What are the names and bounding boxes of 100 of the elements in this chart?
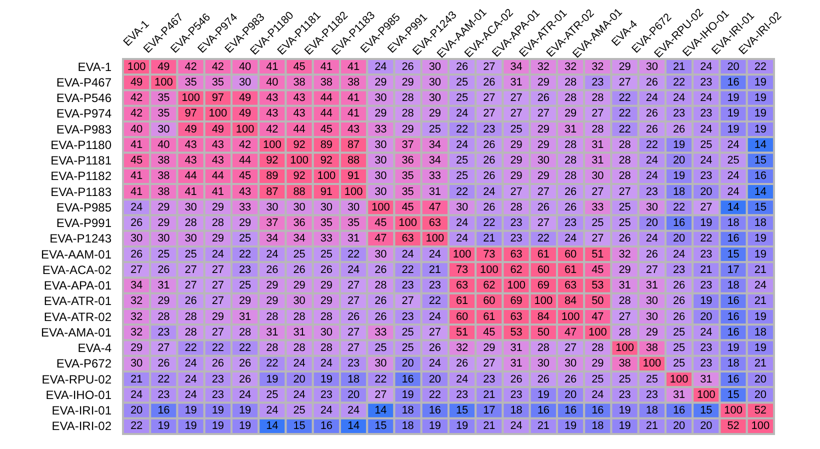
data-label: 33: [320, 232, 333, 245]
data-label: 23: [320, 388, 333, 401]
data-label: 22: [374, 373, 387, 386]
data-label: 38: [158, 170, 170, 182]
data-label: 28: [618, 295, 631, 308]
data-label: 37: [266, 217, 278, 230]
y-tick-label: EVA-P1180: [50, 138, 112, 152]
data-label: 26: [483, 201, 496, 214]
data-label: 18: [510, 404, 522, 417]
data-label: 38: [158, 186, 170, 198]
data-label: 16: [754, 170, 767, 182]
data-label: 100: [398, 217, 417, 230]
data-label: 22: [347, 248, 360, 260]
data-label: 24: [646, 232, 658, 245]
data-label: 31: [672, 388, 686, 401]
data-label: 100: [317, 170, 336, 182]
data-label: 49: [238, 108, 252, 120]
data-label: 21: [754, 264, 767, 276]
data-label: 38: [158, 154, 170, 167]
data-label: 43: [184, 138, 197, 151]
data-label: 29: [320, 280, 333, 292]
data-label: 22: [672, 201, 686, 214]
data-label: 26: [238, 373, 252, 386]
data-label: 43: [293, 92, 306, 104]
data-label: 63: [402, 232, 414, 245]
data-label: 19: [184, 420, 197, 432]
data-label: 33: [374, 326, 387, 338]
data-label: 25: [428, 123, 442, 136]
data-label: 22: [646, 138, 658, 151]
data-label: 22: [402, 264, 414, 276]
data-label: 30: [646, 310, 658, 323]
data-label: 25: [266, 388, 278, 401]
data-label: 26: [672, 123, 686, 136]
data-label: 45: [130, 154, 143, 167]
data-label: 30: [537, 358, 550, 370]
data-label: 100: [751, 420, 770, 432]
data-label: 29: [212, 232, 224, 245]
data-label: 26: [130, 248, 143, 260]
data-label: 47: [592, 310, 604, 323]
data-label: 15: [727, 248, 740, 260]
data-label: 24: [212, 248, 224, 260]
y-tick-label: EVA-AMA-01: [41, 325, 112, 340]
data-label: 24: [700, 92, 712, 104]
data-label: 19: [700, 295, 712, 308]
data-label: 27: [700, 201, 712, 214]
data-label: 28: [212, 217, 224, 230]
data-label: 24: [428, 310, 442, 323]
data-label: 23: [700, 108, 712, 120]
data-label: 31: [564, 123, 577, 136]
data-label: 30: [428, 60, 442, 73]
data-label: 29: [510, 154, 522, 167]
data-label: 32: [130, 310, 143, 323]
data-label: 43: [212, 154, 224, 167]
data-label: 38: [618, 358, 631, 370]
data-label: 24: [456, 373, 468, 386]
data-label: 61: [564, 264, 577, 276]
data-label: 41: [347, 108, 360, 120]
data-label: 29: [238, 217, 252, 230]
data-label: 29: [212, 310, 224, 323]
data-label: 92: [266, 154, 278, 167]
data-label: 22: [130, 420, 143, 432]
data-label: 30: [456, 201, 468, 214]
data-label: 33: [428, 170, 442, 182]
data-label: 27: [347, 342, 360, 354]
data-label: 23: [564, 217, 577, 230]
y-tick-label: EVA-RPU-02: [42, 372, 112, 386]
data-label: 24: [238, 388, 252, 401]
data-label: 63: [510, 248, 522, 260]
data-label: 24: [754, 280, 767, 292]
data-label: 28: [374, 280, 387, 292]
data-label: 30: [130, 232, 143, 245]
data-label: 31: [293, 326, 306, 338]
data-label: 35: [402, 170, 414, 182]
data-label: 41: [184, 186, 197, 198]
data-label: 22: [672, 76, 686, 88]
data-label: 27: [347, 326, 360, 338]
data-label: 25: [184, 248, 197, 260]
data-label: 41: [347, 92, 360, 104]
data-label: 60: [456, 310, 468, 323]
data-label: 24: [592, 388, 604, 401]
data-label: 16: [727, 76, 740, 88]
data-label: 31: [700, 373, 712, 386]
data-label: 53: [510, 326, 522, 338]
data-label: 17: [727, 264, 740, 276]
data-label: 30: [646, 295, 658, 308]
data-label: 20: [700, 420, 712, 432]
data-label: 44: [184, 170, 197, 182]
data-label: 30: [592, 170, 604, 182]
data-label: 18: [727, 280, 740, 292]
data-label: 15: [700, 404, 712, 417]
data-label: 30: [158, 123, 170, 136]
data-label: 40: [130, 123, 143, 136]
data-label: 26: [158, 264, 170, 276]
data-label: 19: [672, 138, 686, 151]
data-label: 31: [592, 138, 604, 151]
data-label: 26: [564, 373, 577, 386]
data-label: 63: [428, 217, 442, 230]
data-label: 19: [320, 373, 333, 386]
data-label: 24: [184, 388, 197, 401]
data-label: 14: [754, 138, 767, 151]
